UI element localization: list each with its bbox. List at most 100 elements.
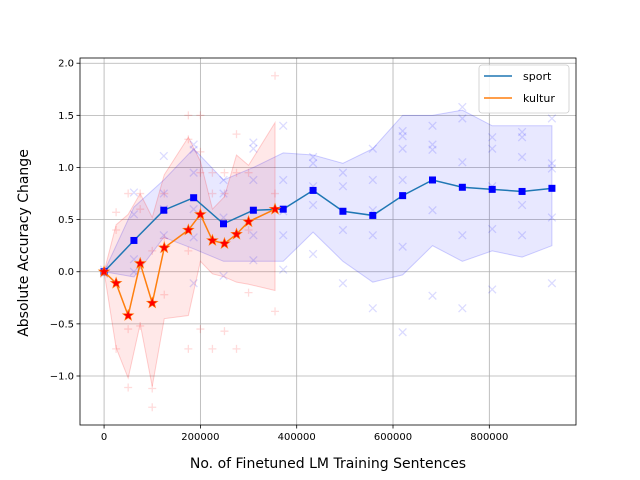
sport-scatter-point (487, 224, 497, 234)
sport-scatter-point (547, 213, 557, 222)
sport-scatter-point (249, 230, 258, 240)
kultur-scatter-point (136, 189, 145, 198)
kultur-marker (133, 256, 147, 269)
sport-scatter-point (189, 145, 198, 155)
kultur-scatter-point (220, 327, 229, 336)
sport-scatter-point (398, 126, 407, 136)
sport-scatter-point (129, 267, 139, 276)
sport-scatter-point (338, 181, 348, 191)
kultur-scatter-point (271, 71, 280, 80)
y-tick-label: 0.0 (58, 267, 74, 278)
kultur-band (103, 120, 276, 387)
sport-scatter-point (308, 159, 318, 168)
sport-scatter-point (458, 158, 467, 167)
sport-scatter-point (249, 175, 258, 185)
sport-scatter-point (308, 152, 318, 162)
kultur-scatter-point (244, 288, 253, 297)
sport-scatter-point (517, 127, 527, 137)
kultur-scatter-point (232, 130, 241, 139)
sport-scatter-point (129, 210, 139, 219)
kultur-marker (157, 241, 171, 254)
kultur-scatter-point (148, 246, 157, 255)
sport-scatter-point (458, 114, 467, 123)
sport-scatter-point (278, 121, 288, 131)
sport-scatter-point (189, 233, 198, 242)
kultur-marker (145, 296, 159, 309)
sport-scatter-point (189, 140, 198, 149)
sport-scatter-point (398, 131, 407, 141)
kultur-scatter-point (208, 344, 217, 353)
kultur-scatter-point (112, 208, 121, 217)
sport-scatter-point (517, 132, 527, 142)
legend-box (478, 64, 570, 114)
sport-scatter-point (368, 175, 378, 185)
sport-scatter-point (547, 164, 557, 173)
kultur-scatter-point (184, 344, 193, 353)
sport-scatter-point (368, 230, 378, 240)
legend-label-kultur: kultur (523, 92, 555, 105)
sport-scatter-point (398, 327, 407, 337)
sport-scatter-point (249, 138, 258, 147)
sport-scatter-point (428, 291, 437, 300)
y-tick-label: 0.5 (58, 215, 74, 226)
kultur-scatter-point (232, 344, 241, 353)
sport-scatter-point (278, 230, 288, 240)
sport-scatter-point (129, 188, 139, 197)
x-tick-label: 200000 (181, 432, 219, 443)
kultur-scatter-point (244, 168, 253, 177)
sport-scatter-point (189, 204, 198, 214)
plot-frame (79, 57, 577, 426)
sport-marker (279, 205, 287, 213)
kultur-scatter-point (220, 168, 229, 177)
sport-scatter-point (189, 168, 198, 177)
kultur-scatter-point (112, 226, 121, 235)
sport-scatter-point (189, 278, 198, 288)
kultur-scatter-point (244, 226, 253, 235)
legend-label-sport: sport (523, 70, 552, 83)
sport-marker (428, 176, 436, 184)
kultur-marker (109, 276, 123, 289)
kultur-scatter-point (184, 246, 193, 255)
sport-scatter-point (547, 159, 557, 168)
kultur-scatter-point (208, 189, 217, 198)
sport-scatter-point (159, 151, 169, 161)
y-tick-label: 2.0 (58, 59, 74, 70)
sport-marker (309, 186, 317, 194)
sport-scatter-point (338, 225, 348, 235)
confidence-bands (103, 109, 553, 387)
kultur-scatter-point (196, 168, 205, 177)
kultur-scatter-point (220, 189, 229, 198)
sport-scatter-point (547, 114, 557, 123)
legend: sport kultur (478, 64, 570, 114)
sport-scatter-point (517, 152, 527, 162)
x-tick-label: 800000 (470, 432, 508, 443)
sport-marker (249, 206, 257, 214)
sport-marker (548, 184, 556, 192)
sport-scatter-point (159, 230, 169, 240)
kultur-marker (121, 308, 135, 321)
sport-scatter-point (249, 256, 258, 265)
sport-scatter-point (487, 144, 497, 153)
kultur-marker (181, 223, 195, 236)
y-tick-label: −1.0 (50, 371, 74, 382)
kultur-scatter-point (271, 307, 280, 316)
sport-scatter-point (219, 189, 228, 198)
kultur-scatter-point (184, 111, 193, 120)
sport-marker (518, 187, 526, 195)
sport-scatter-point (368, 303, 378, 313)
kultur-scatter-point (160, 189, 169, 198)
kultur-marker (194, 207, 207, 220)
sport-scatter-point (487, 132, 497, 142)
sport-scatter-point (249, 144, 258, 153)
kultur-scatter-point (124, 189, 133, 198)
kultur-marker (268, 202, 282, 215)
kultur-scatter-point (124, 325, 133, 334)
kultur-scatter-point (124, 383, 133, 392)
y-tick-label: 1.5 (58, 111, 74, 122)
y-tick-label: −0.5 (50, 319, 74, 330)
x-tick-label: 600000 (374, 432, 412, 443)
kultur-scatter-point (136, 321, 145, 330)
sport-scatter-point (547, 278, 557, 288)
y-axis-label: Absolute Accuracy Change (16, 149, 32, 337)
kultur-scatter-point (271, 189, 280, 198)
